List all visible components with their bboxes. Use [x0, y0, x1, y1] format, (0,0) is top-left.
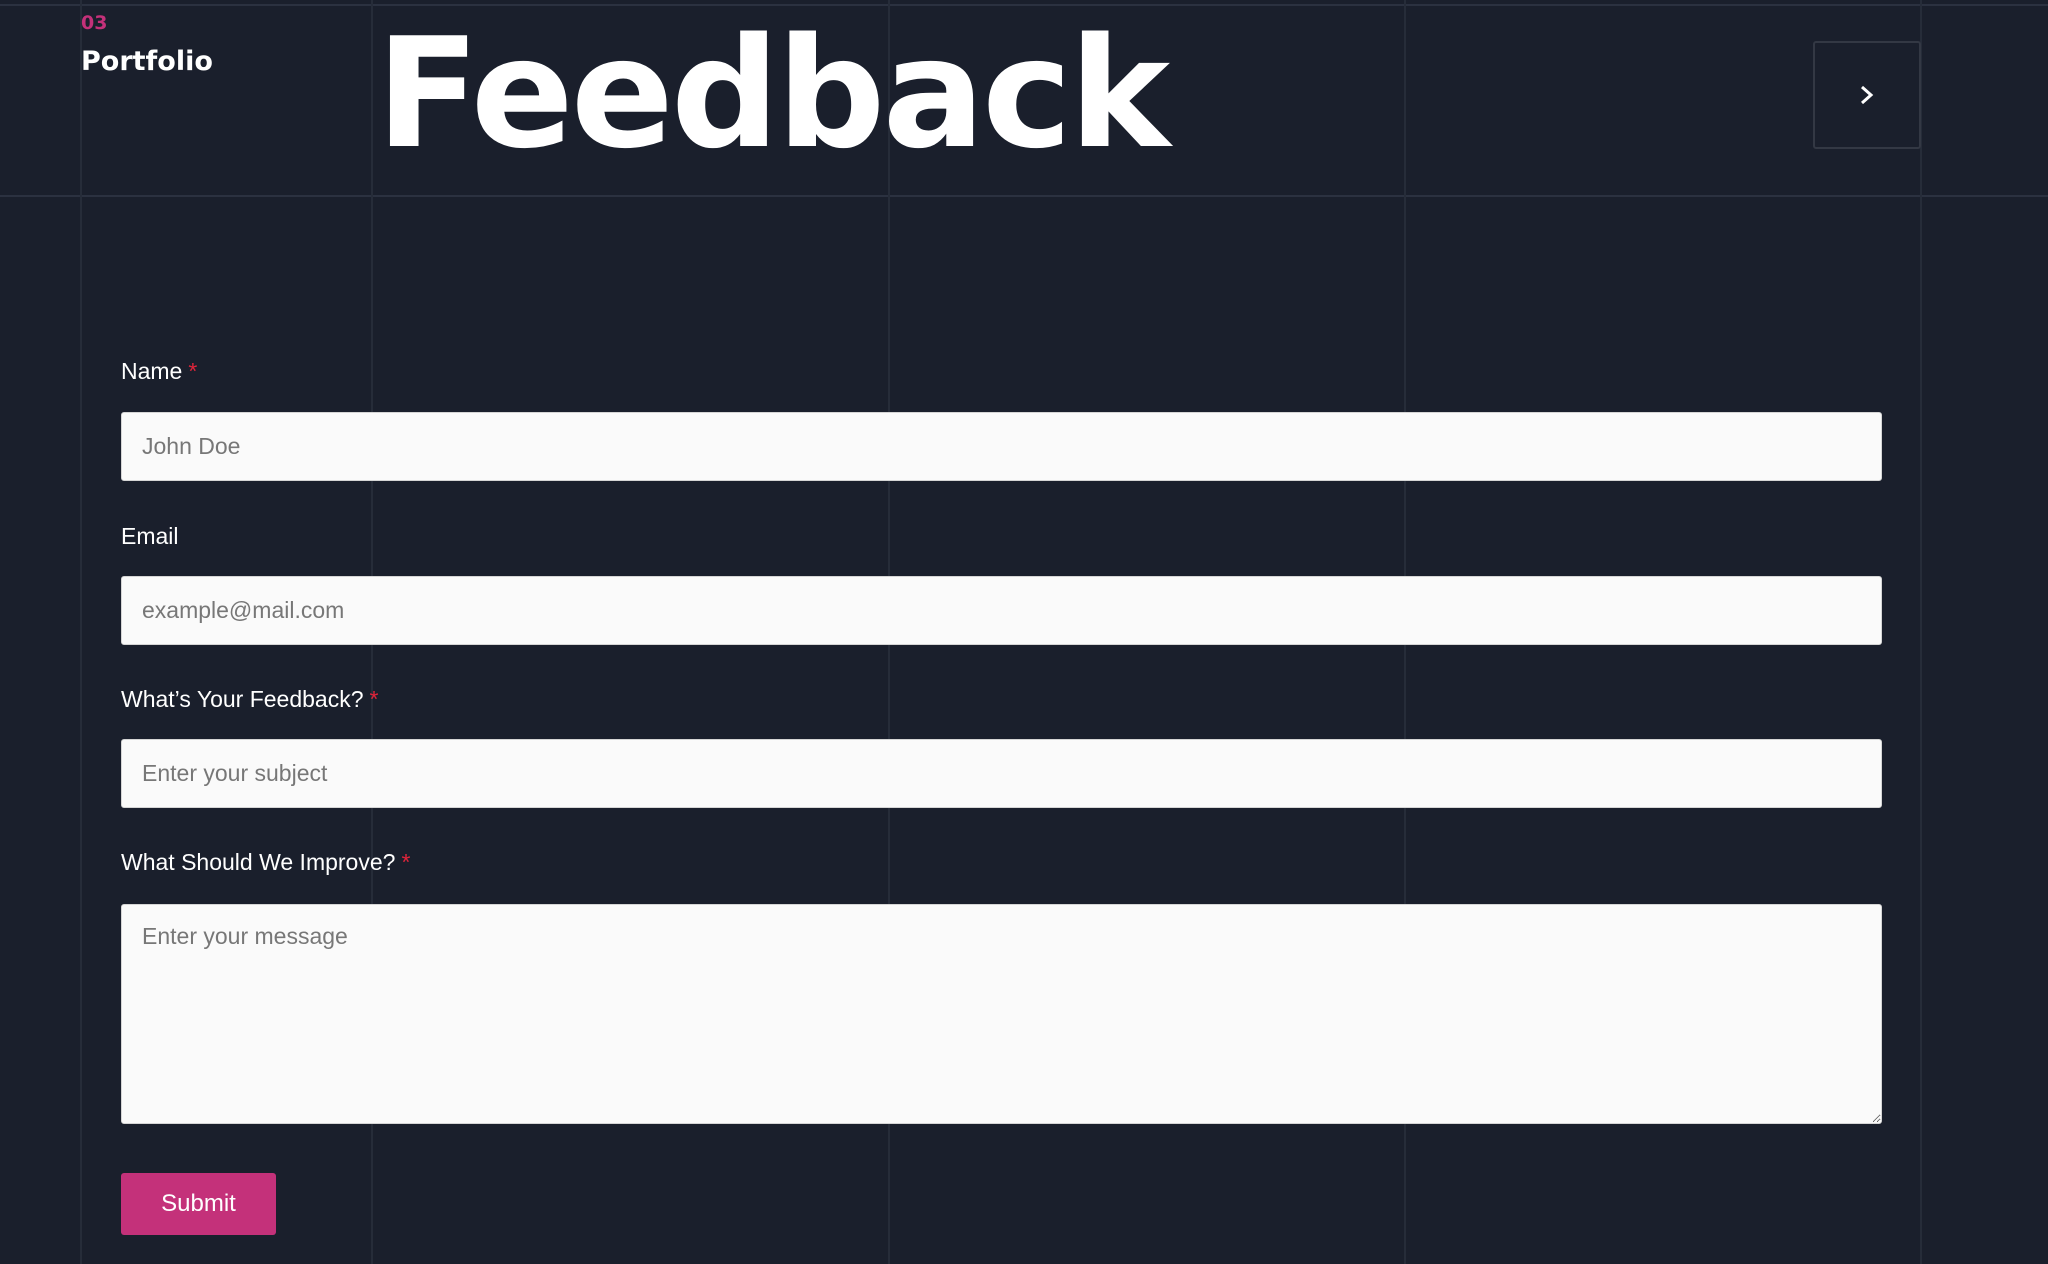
email-label: Email: [121, 523, 179, 549]
improve-label: What Should We Improve? *: [121, 849, 410, 876]
improve-textarea[interactable]: [121, 904, 1882, 1124]
name-input[interactable]: [121, 412, 1882, 481]
feedback-label: What’s Your Feedback? *: [121, 686, 378, 713]
name-label-text: Name: [121, 358, 183, 384]
submit-button[interactable]: Submit: [121, 1173, 276, 1235]
grid-line: [1920, 0, 1922, 1264]
required-mark: *: [188, 358, 198, 384]
feedback-label-text: What’s Your Feedback?: [121, 686, 364, 712]
next-button[interactable]: [1813, 41, 1921, 149]
grid-line: [80, 0, 82, 1264]
required-mark: *: [401, 849, 411, 875]
improve-label-text: What Should We Improve?: [121, 849, 396, 875]
feedback-input[interactable]: [121, 739, 1882, 808]
top-divider: [0, 4, 2048, 6]
brand-link[interactable]: Portfolio: [81, 46, 213, 77]
page-title: Feedback: [376, 5, 1170, 182]
section-number: 03: [81, 12, 108, 34]
name-label: Name *: [121, 358, 197, 385]
header-divider: [0, 195, 2048, 197]
chevron-right-icon: [1861, 85, 1874, 105]
email-input[interactable]: [121, 576, 1882, 645]
required-mark: *: [369, 686, 379, 712]
